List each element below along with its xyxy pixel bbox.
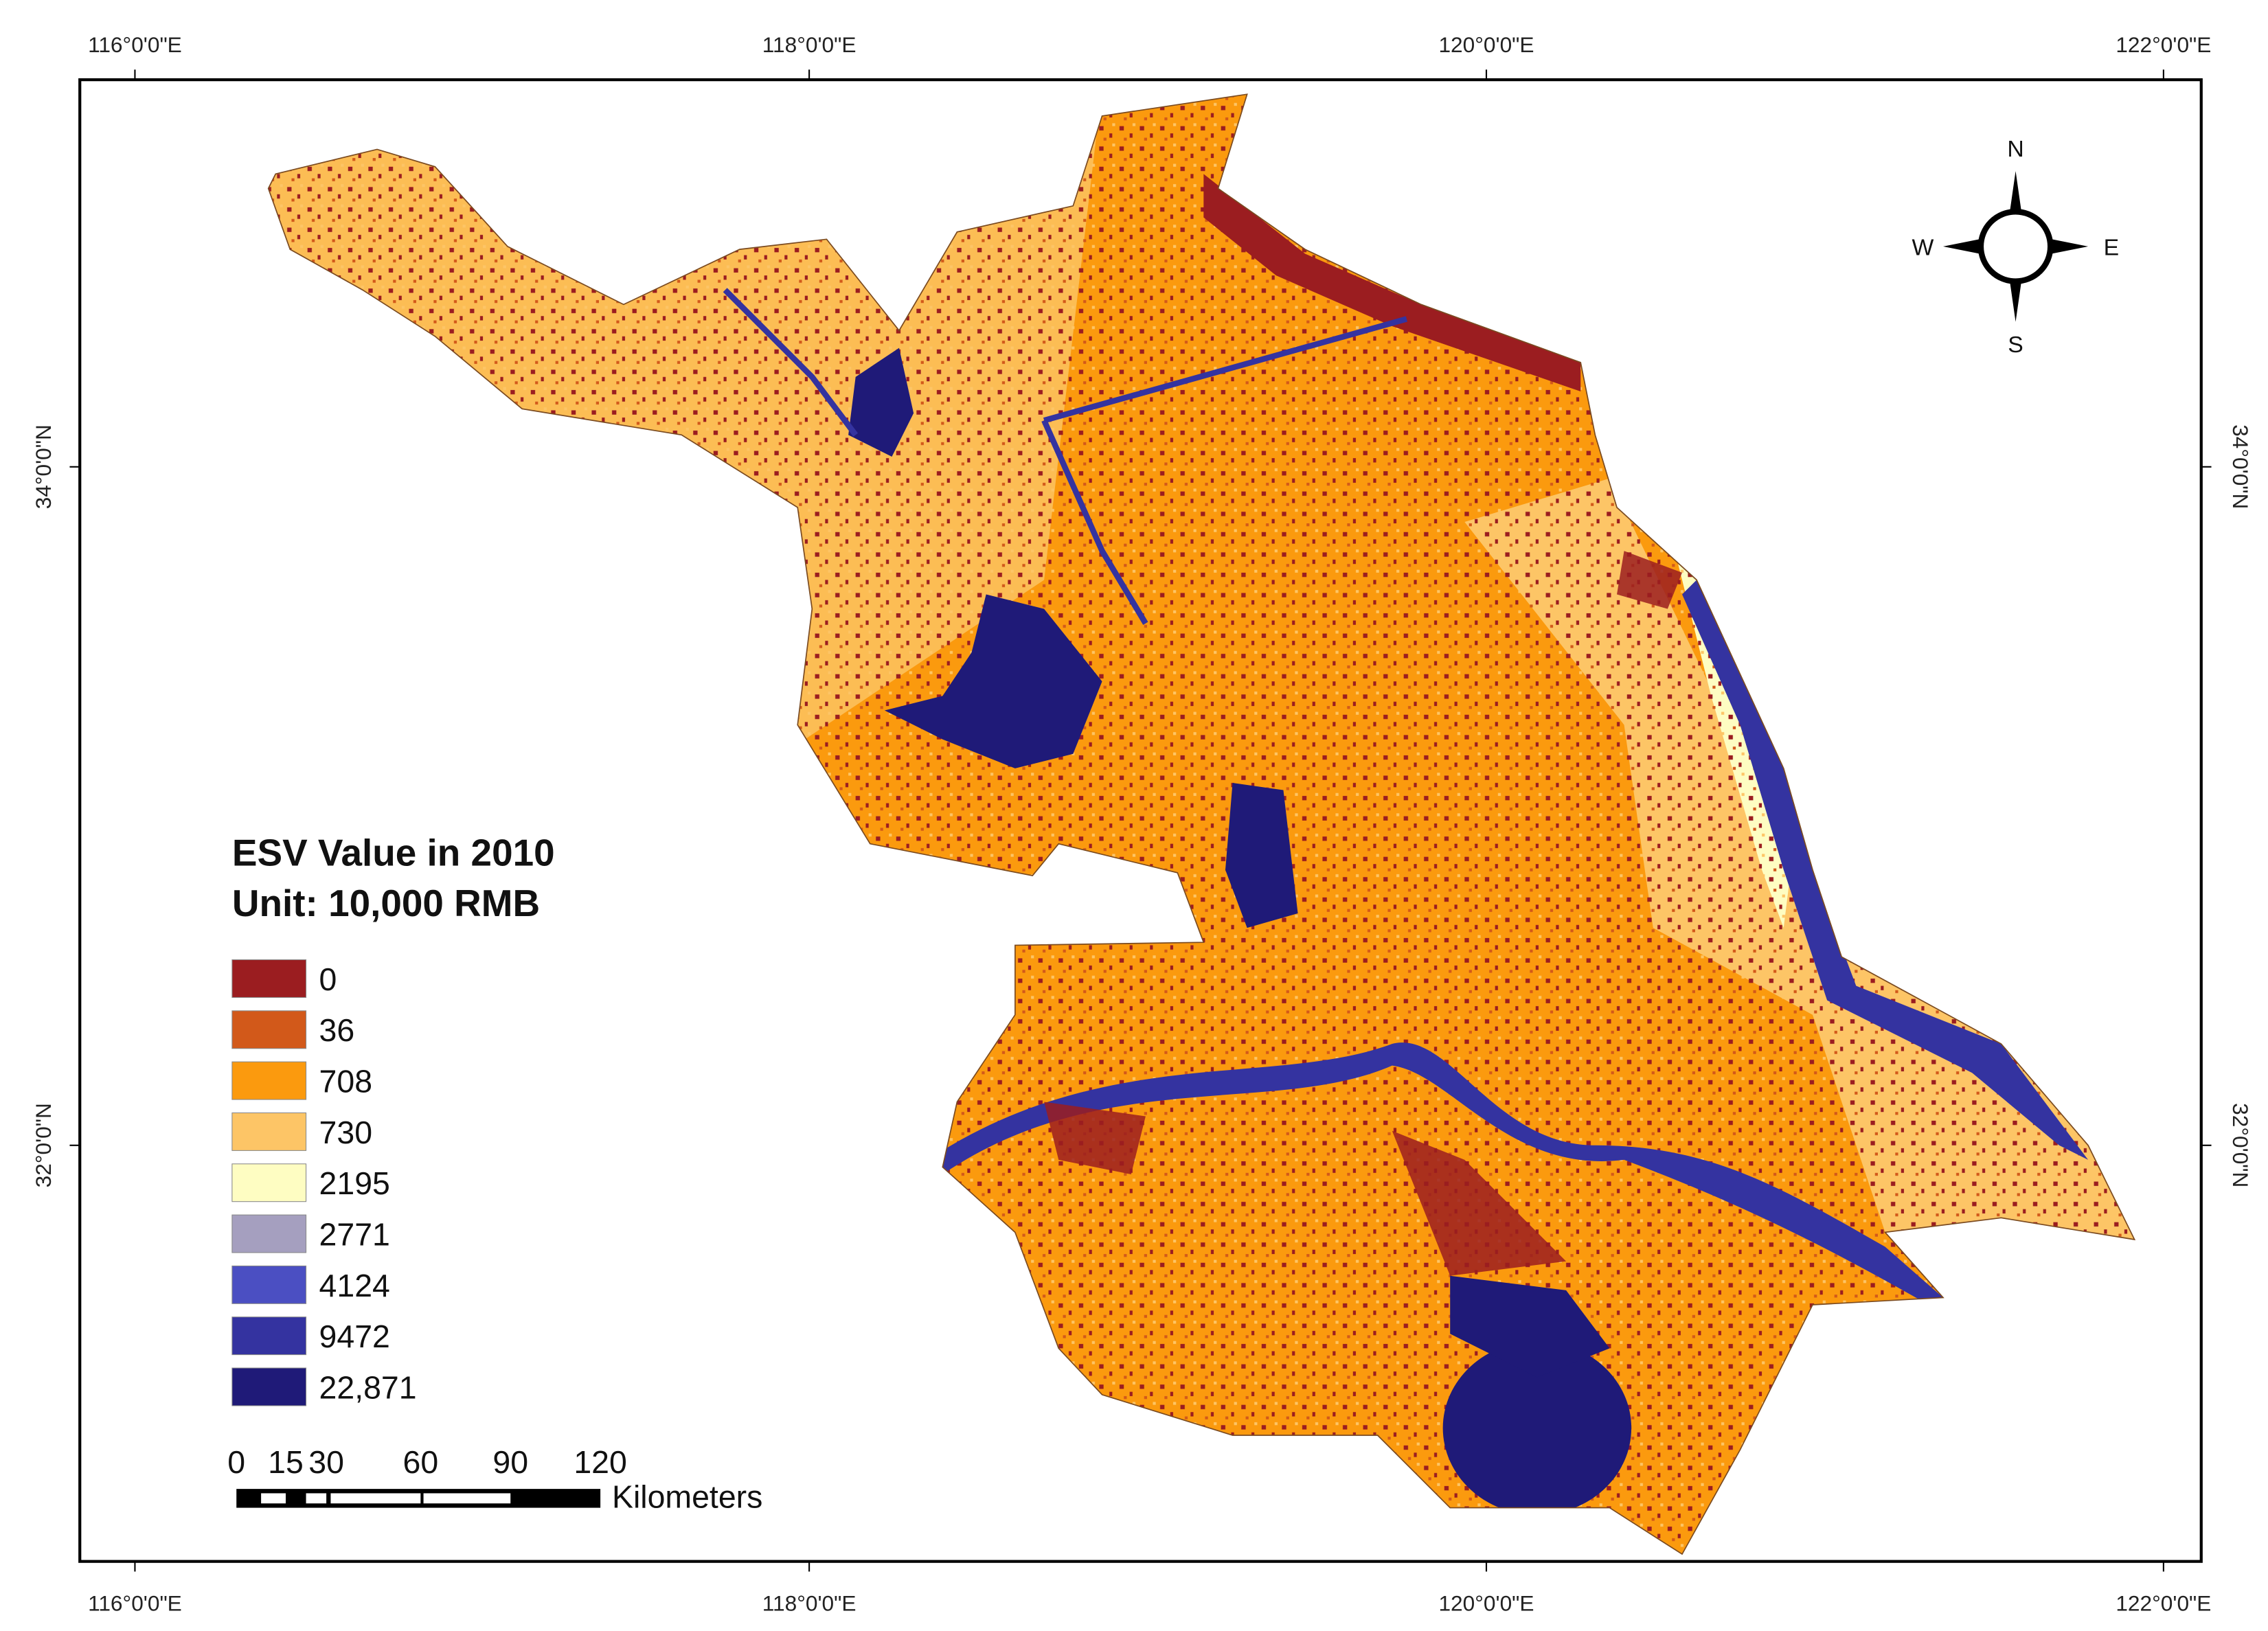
legend-label: 0 bbox=[319, 961, 337, 997]
legend-swatch bbox=[231, 1061, 307, 1100]
legend-label: 2195 bbox=[319, 1165, 390, 1201]
lon-label: 122°0'0"E bbox=[2116, 32, 2211, 57]
scale-bar: Kilometers 0 15 30 60 90 120 bbox=[227, 1444, 762, 1515]
north-arrow: N S W E bbox=[1912, 136, 2120, 358]
compass-n: N bbox=[2007, 136, 2023, 162]
scale-bar-label: 60 bbox=[403, 1444, 439, 1480]
legend-label: 730 bbox=[319, 1115, 372, 1150]
legend-swatch bbox=[231, 1010, 307, 1049]
scale-bar-segment bbox=[306, 1493, 327, 1504]
scale-bar-label: 90 bbox=[492, 1444, 528, 1480]
scale-bar-label: 15 bbox=[268, 1444, 304, 1480]
graticule: 116°0'0"E 116°0'0"E 118°0'0"E 118°0'0"E 120°… bbox=[31, 32, 2253, 1615]
lake bbox=[1450, 1275, 1610, 1378]
legend-label: 22,871 bbox=[319, 1369, 417, 1405]
lat-label: 32°0'0"N bbox=[31, 1103, 56, 1187]
legend-label: 2771 bbox=[319, 1216, 390, 1252]
scale-bar-segment bbox=[261, 1493, 286, 1504]
lat-label: 32°0'0"N bbox=[2228, 1103, 2253, 1187]
legend-title: ESV Value in 2010 bbox=[232, 831, 555, 874]
lon-label: 118°0'0"E bbox=[762, 32, 857, 57]
lon-label: 116°0'0"E bbox=[88, 32, 182, 57]
compass-point bbox=[1943, 238, 1987, 255]
compass-point bbox=[2044, 238, 2089, 255]
compass-e: E bbox=[2104, 235, 2120, 261]
lon-label: 122°0'0"E bbox=[2116, 1590, 2211, 1615]
coast-zone bbox=[1203, 174, 1581, 392]
compass-ring bbox=[1977, 209, 2054, 284]
lat-label: 34°0'0"N bbox=[2228, 424, 2253, 509]
compass-w: W bbox=[1912, 235, 1934, 261]
legend-swatch bbox=[231, 1112, 307, 1151]
lat-label: 34°0'0"N bbox=[31, 424, 56, 509]
legend-label: 708 bbox=[319, 1064, 372, 1099]
legend-label: 36 bbox=[319, 1012, 355, 1048]
legend-label: 4124 bbox=[319, 1268, 390, 1303]
compass-s: S bbox=[2008, 332, 2023, 358]
river bbox=[928, 1042, 1943, 1305]
legend-swatch bbox=[231, 959, 307, 998]
scale-bar-segment bbox=[330, 1493, 421, 1504]
scale-bar-label: 30 bbox=[308, 1444, 344, 1480]
legend-swatch bbox=[231, 1214, 307, 1253]
scale-bar-label: 0 bbox=[227, 1444, 245, 1480]
legend-swatch bbox=[231, 1367, 307, 1406]
scale-bar-segment bbox=[423, 1493, 511, 1504]
legend-swatch bbox=[231, 1316, 307, 1356]
legend-label: 9472 bbox=[319, 1319, 390, 1354]
lon-label: 120°0'0"E bbox=[1438, 1590, 1534, 1615]
lake bbox=[1225, 783, 1298, 928]
lon-label: 120°0'0"E bbox=[1438, 32, 1534, 57]
river bbox=[723, 288, 1408, 625]
legend-swatch bbox=[231, 1265, 307, 1304]
legend-unit: Unit: 10,000 RMB bbox=[232, 882, 540, 924]
lon-label: 116°0'0"E bbox=[88, 1590, 182, 1615]
lon-label: 118°0'0"E bbox=[762, 1590, 857, 1615]
scale-bar-unit: Kilometers bbox=[612, 1479, 762, 1515]
coast-zone bbox=[1682, 580, 2089, 1160]
legend: ESV Value in 2010 Unit: 10,000 RMB 0 36 70… bbox=[231, 831, 555, 1406]
legend-swatch bbox=[231, 1163, 307, 1202]
lake bbox=[848, 347, 914, 457]
scale-bar-label: 120 bbox=[574, 1444, 626, 1480]
lake bbox=[884, 594, 1102, 768]
lake bbox=[1442, 1341, 1632, 1516]
